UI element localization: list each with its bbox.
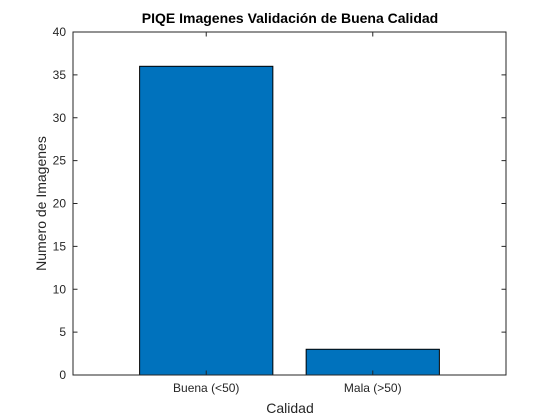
x-axis-label: Calidad [266,400,313,416]
x-tick-label-mala-50: Mala (>50) [344,381,402,395]
y-tick-label-30: 30 [53,111,67,125]
y-tick-label-20: 20 [53,197,67,211]
y-tick-label-10: 10 [53,282,67,296]
y-axis: 0 5 10 15 20 25 30 35 40 [53,25,506,382]
y-axis-label: Numero de Imagenes [33,136,49,271]
x-axis: Buena (<50) Mala (>50) [173,32,402,395]
x-tick-label-buena-50: Buena (<50) [173,381,239,395]
bar-buena-50 [139,65,274,376]
y-tick-label-15: 15 [53,239,67,253]
y-tick-label-35: 35 [53,68,67,82]
y-tick-label-40: 40 [53,25,67,39]
y-tick-label-0: 0 [59,368,66,382]
bars [139,65,440,376]
chart-title: PIQE Imagenes Validación de Buena Calida… [142,10,438,26]
y-tick-label-5: 5 [59,325,66,339]
y-tick-label-25: 25 [53,154,67,168]
plot-area [72,31,507,376]
